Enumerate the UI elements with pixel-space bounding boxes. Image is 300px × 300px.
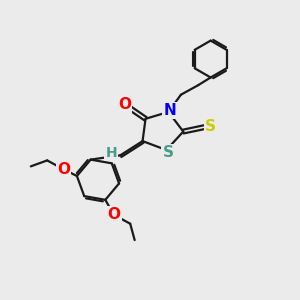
Text: O: O bbox=[118, 97, 131, 112]
Text: S: S bbox=[205, 119, 216, 134]
Text: O: O bbox=[57, 162, 70, 177]
Text: O: O bbox=[107, 207, 120, 222]
Text: S: S bbox=[163, 146, 174, 160]
Text: H: H bbox=[106, 146, 117, 160]
Text: N: N bbox=[164, 103, 176, 118]
